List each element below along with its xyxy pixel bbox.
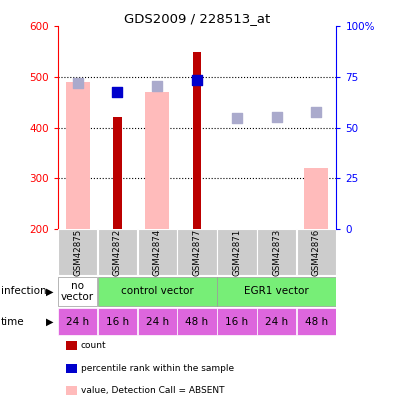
Text: GSM42877: GSM42877 [193, 228, 201, 276]
Point [74, 80, 81, 86]
Text: GSM42872: GSM42872 [113, 228, 122, 276]
Point [313, 109, 320, 116]
Point [194, 77, 200, 84]
Bar [217, 277, 336, 306]
Text: ▶: ▶ [46, 286, 53, 296]
Text: GSM42874: GSM42874 [153, 228, 162, 276]
Text: EGR1 vector: EGR1 vector [244, 286, 309, 296]
Bar [138, 229, 177, 275]
Text: 24 h: 24 h [265, 317, 288, 326]
Text: 16 h: 16 h [225, 317, 248, 326]
Bar [145, 92, 169, 229]
Point [114, 89, 121, 96]
Text: 16 h: 16 h [106, 317, 129, 326]
Bar [193, 51, 201, 229]
Text: GSM42876: GSM42876 [312, 228, 321, 276]
Bar [66, 82, 90, 229]
Bar [138, 308, 177, 335]
Text: 24 h: 24 h [66, 317, 89, 326]
Bar [113, 117, 122, 229]
Text: control vector: control vector [121, 286, 193, 296]
Bar [257, 229, 296, 275]
Bar [58, 308, 98, 335]
Text: 48 h: 48 h [305, 317, 328, 326]
Point [154, 83, 160, 90]
Text: count: count [81, 341, 106, 350]
Bar [217, 308, 257, 335]
Bar [98, 277, 217, 306]
Text: GSM42875: GSM42875 [73, 228, 82, 276]
Text: time: time [1, 317, 24, 326]
Text: percentile rank within the sample: percentile rank within the sample [81, 364, 234, 373]
Bar [257, 308, 296, 335]
Text: GSM42871: GSM42871 [232, 228, 241, 276]
Bar [58, 229, 98, 275]
Text: value, Detection Call = ABSENT: value, Detection Call = ABSENT [81, 386, 224, 395]
Bar [178, 229, 217, 275]
Point [273, 114, 280, 121]
Text: 24 h: 24 h [146, 317, 169, 326]
Point [234, 115, 240, 122]
Text: GSM42873: GSM42873 [272, 228, 281, 276]
Text: no
vector: no vector [61, 281, 94, 302]
Bar [178, 308, 217, 335]
Bar [98, 229, 137, 275]
Text: 48 h: 48 h [185, 317, 209, 326]
Text: ▶: ▶ [46, 317, 53, 326]
Bar [297, 229, 336, 275]
Bar [217, 229, 257, 275]
Bar [297, 308, 336, 335]
Bar [304, 168, 328, 229]
Bar [58, 277, 98, 306]
Bar [98, 308, 137, 335]
Text: infection: infection [1, 286, 47, 296]
Title: GDS2009 / 228513_at: GDS2009 / 228513_at [124, 12, 270, 25]
